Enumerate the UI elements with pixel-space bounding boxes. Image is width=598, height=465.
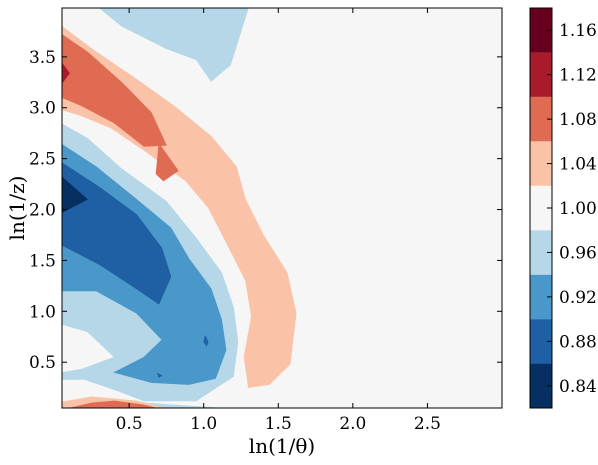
contour-region-0 <box>98 8 249 82</box>
contour-region-2 <box>62 34 167 147</box>
colorbar-band-7 <box>530 52 552 97</box>
colorbar-tick-label: 0.84 <box>559 377 597 397</box>
contour-region-11 <box>62 176 88 213</box>
colorbar-band-1 <box>530 319 552 364</box>
colorbar-tick-label: 0.92 <box>559 288 597 308</box>
y-tick-label: 3.0 <box>29 99 56 119</box>
colorbar-band-3 <box>530 230 552 275</box>
contour-region-8 <box>107 230 114 246</box>
y-tick-label: 1.5 <box>29 251 56 271</box>
plot-frame <box>61 7 503 409</box>
x-tick-label: 0.5 <box>116 414 143 434</box>
x-tick-label: 1.0 <box>190 414 217 434</box>
x-tick-label: 2.0 <box>339 414 366 434</box>
contour-plot-area <box>62 8 502 408</box>
colorbar-band-6 <box>530 96 552 142</box>
colorbar-tick-label: 1.08 <box>559 110 597 130</box>
colorbar-band-8 <box>530 8 552 53</box>
colorbar-band-2 <box>530 274 552 320</box>
y-axis-label: ln(1/z) <box>5 176 29 241</box>
contour-region-7 <box>62 162 172 305</box>
colorbar-band-4 <box>530 185 552 231</box>
colorbar-tick-label: 1.12 <box>559 66 597 86</box>
colorbar: 0.84 0.88 0.92 0.96 1.00 1.04 1.08 1.12 1.16 <box>529 7 597 409</box>
contour-region-14 <box>69 400 157 408</box>
colorbar-tick-label: 0.88 <box>559 332 597 352</box>
colorbar-tick-label: 1.16 <box>559 21 597 41</box>
colorbar-band-5 <box>530 141 552 186</box>
y-tick-label: 1.0 <box>29 302 56 322</box>
colorbar-band-0 <box>530 363 552 408</box>
x-tick-label: 2.5 <box>414 414 441 434</box>
colorbar-tick-label: 1.00 <box>559 199 597 219</box>
y-tick-label: 3.5 <box>29 48 56 68</box>
contour-region-4 <box>62 62 70 84</box>
x-tick-label: 1.5 <box>265 414 292 434</box>
contour-region-9 <box>203 334 209 347</box>
contour-region-3 <box>155 142 179 182</box>
contour-region-10 <box>156 372 163 378</box>
y-tick-label: 0.5 <box>29 353 56 373</box>
y-tick-label: 2.5 <box>29 150 56 170</box>
colorbar-tick-label: 1.04 <box>559 155 597 175</box>
plot-axes: 0.5 1.0 1.5 2.0 2.5 0.5 1.0 1.5 2.0 2.5 3.0 3.5 <box>29 7 503 434</box>
x-axis-label: ln(1/θ) <box>249 434 315 458</box>
y-tick-label: 2.0 <box>29 201 56 221</box>
colorbar-tick-label: 0.96 <box>559 243 597 263</box>
